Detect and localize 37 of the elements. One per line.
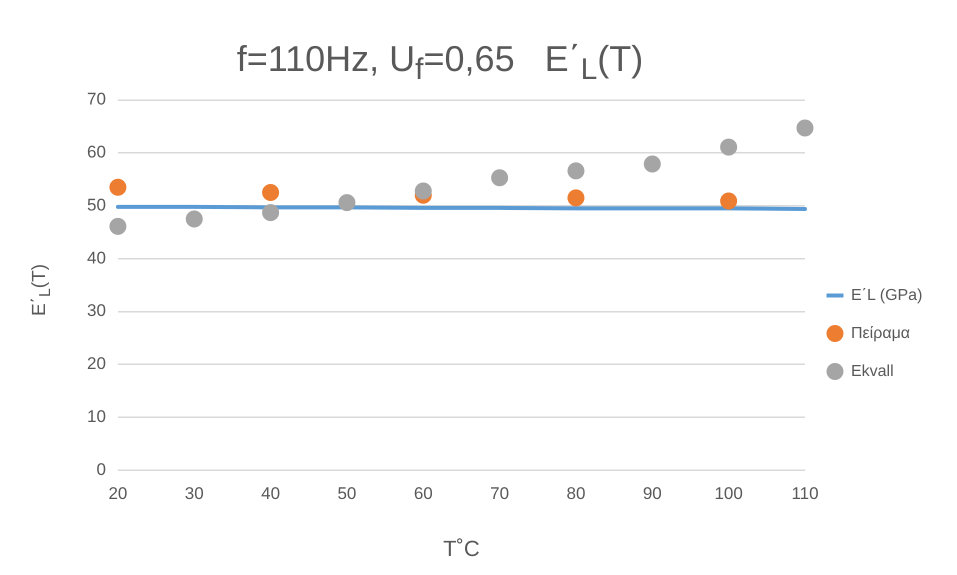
x-tick-label: 90	[642, 484, 662, 504]
y-tick-label: 0	[96, 460, 106, 479]
chart-title: f=110Hz, U$_{f}$=0,65 E΄$_{L}$(T)	[236, 38, 644, 88]
point	[109, 218, 126, 235]
y-tick-label: 30	[86, 301, 106, 320]
point	[720, 192, 738, 210]
point	[262, 204, 280, 222]
point	[491, 169, 508, 186]
x-tick-label: 40	[261, 484, 280, 504]
x-tick-label: 20	[108, 484, 128, 504]
point	[186, 210, 203, 228]
x-tick-label: 60	[414, 484, 433, 504]
y-tick-label: 60	[86, 142, 106, 162]
point	[644, 155, 661, 172]
legend-label: E΄L (GPa)	[850, 286, 922, 304]
point	[414, 182, 432, 200]
point	[567, 189, 584, 206]
legend-label: Πείραμα	[850, 324, 910, 342]
point	[338, 194, 356, 212]
y-tick-label: 20	[86, 354, 106, 374]
x-tick-label: 30	[184, 484, 204, 504]
x-tick-label: 70	[490, 484, 510, 504]
point	[262, 184, 280, 202]
legend-label: Ekvall	[850, 362, 894, 380]
x-tick-label: 50	[337, 484, 356, 504]
point	[567, 162, 584, 180]
x-tick-label: 100	[714, 484, 743, 504]
x-tick-label: 80	[566, 484, 586, 504]
y-tick-label: 50	[86, 195, 106, 214]
point	[720, 138, 738, 156]
point	[109, 178, 126, 196]
y-tick-label: 70	[86, 90, 106, 109]
x-axis-title: T˚C	[443, 536, 480, 561]
y-tick-label: 40	[86, 248, 106, 268]
point	[796, 120, 814, 137]
y-tick-label: 10	[86, 407, 106, 426]
x-tick-label: 110	[791, 484, 819, 504]
